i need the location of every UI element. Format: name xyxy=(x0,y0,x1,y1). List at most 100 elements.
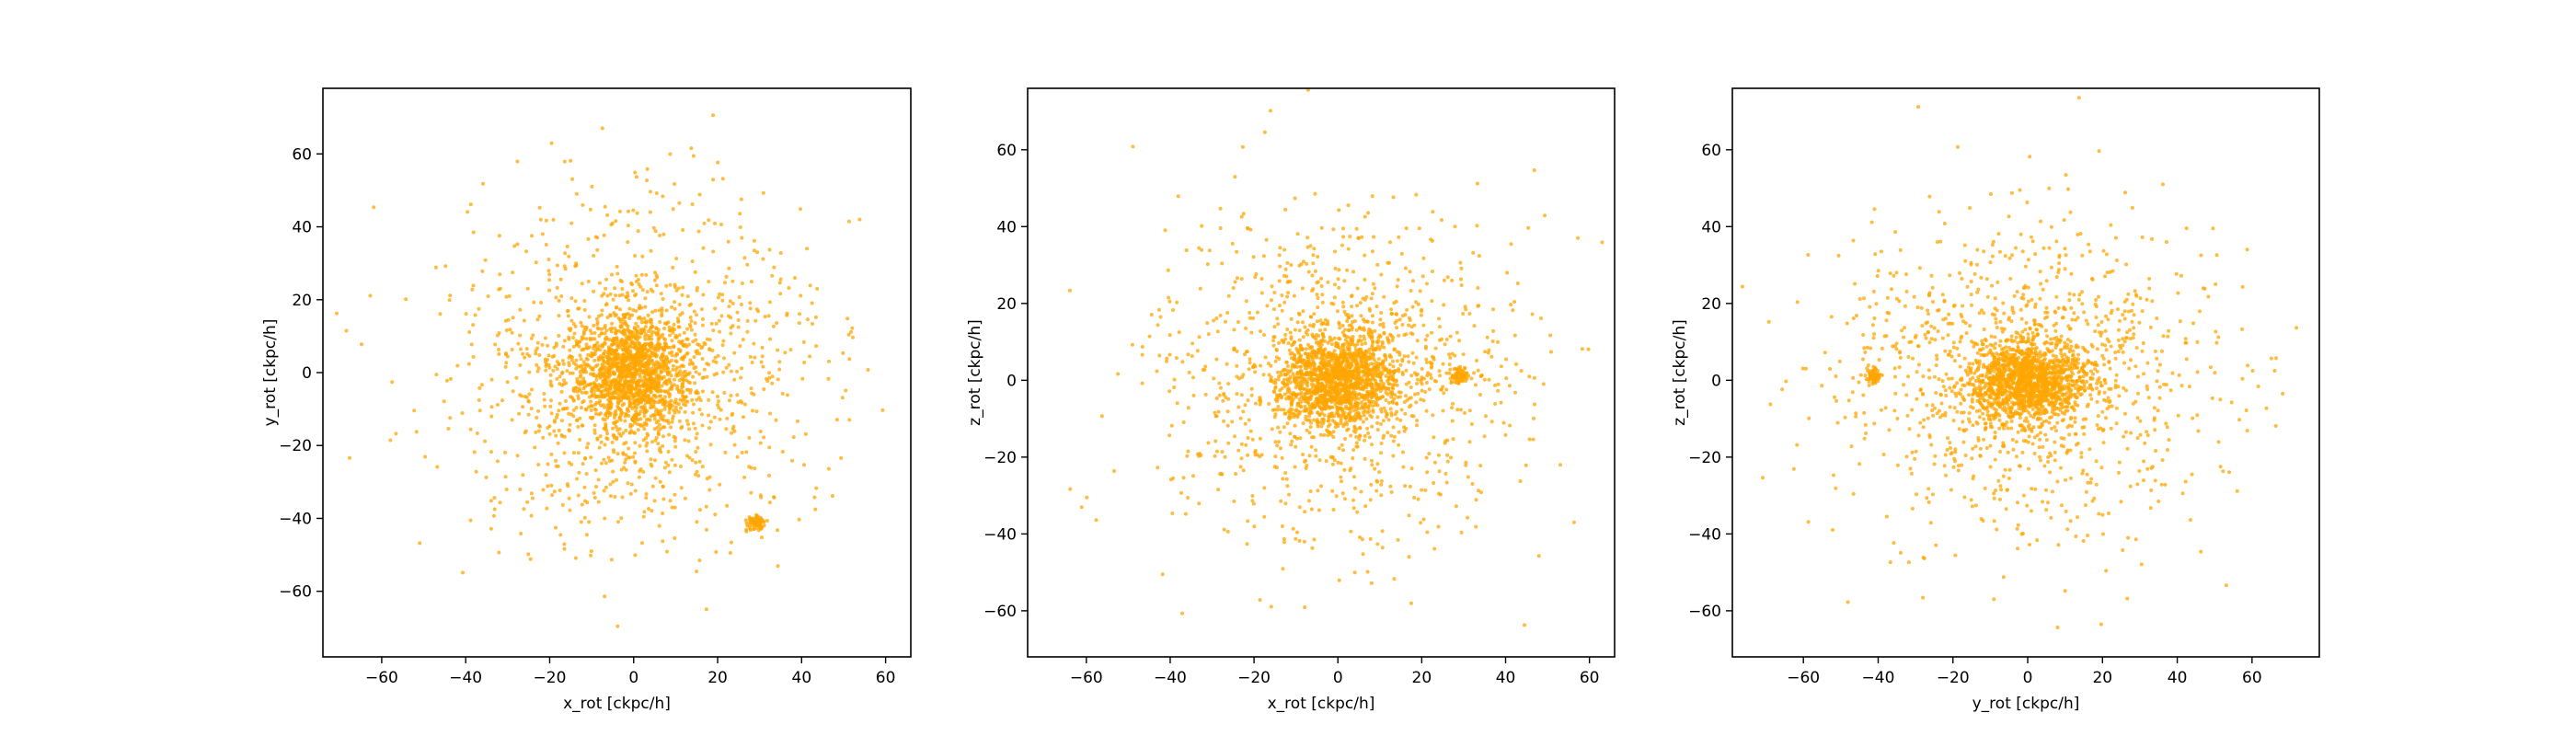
data-point xyxy=(511,270,515,275)
data-point xyxy=(618,278,623,282)
data-point xyxy=(727,266,731,270)
data-point xyxy=(602,292,606,296)
data-point xyxy=(1305,407,1309,411)
data-point xyxy=(629,353,634,358)
data-point xyxy=(1358,382,1363,386)
data-point xyxy=(1378,317,1383,322)
data-point xyxy=(621,451,626,455)
data-point xyxy=(1400,373,1405,376)
data-point xyxy=(497,351,501,356)
data-point xyxy=(529,491,534,496)
data-point xyxy=(1346,407,1351,410)
data-point xyxy=(1171,308,1175,312)
data-point xyxy=(675,352,679,357)
data-point xyxy=(686,439,691,443)
data-point xyxy=(630,333,635,338)
data-point xyxy=(619,390,624,395)
data-point xyxy=(714,550,719,554)
data-point xyxy=(639,328,644,332)
data-point xyxy=(1282,377,1286,382)
data-point xyxy=(1314,454,1318,458)
data-point xyxy=(582,299,587,303)
data-point xyxy=(1518,479,1523,483)
data-point xyxy=(1363,278,1367,282)
data-point xyxy=(569,296,574,301)
data-point xyxy=(776,377,780,382)
data-point xyxy=(1388,484,1393,489)
data-point xyxy=(1304,414,1308,419)
data-point xyxy=(684,378,689,383)
data-point xyxy=(1342,279,1347,283)
data-point xyxy=(547,424,552,429)
data-point xyxy=(731,424,736,429)
data-point xyxy=(1282,425,1286,430)
data-point xyxy=(1549,350,1553,354)
data-point xyxy=(548,382,553,386)
data-point xyxy=(627,455,632,460)
data-point xyxy=(1302,539,1306,544)
data-point xyxy=(671,330,675,335)
data-point xyxy=(1330,489,1335,493)
data-point xyxy=(611,433,615,437)
data-point xyxy=(1580,347,1584,351)
data-point xyxy=(1309,444,1314,449)
data-point xyxy=(676,402,681,407)
data-point xyxy=(1386,382,1391,385)
data-point xyxy=(655,362,660,367)
data-point xyxy=(589,549,593,554)
data-point xyxy=(1397,317,1402,322)
data-point xyxy=(643,332,648,337)
data-point xyxy=(1328,385,1332,389)
data-point xyxy=(747,465,752,469)
data-point xyxy=(593,468,598,473)
data-point xyxy=(606,455,611,460)
data-point xyxy=(1298,436,1303,441)
data-point xyxy=(547,272,552,277)
data-point xyxy=(1350,293,1354,298)
data-point xyxy=(595,362,600,367)
data-point xyxy=(1354,328,1359,332)
data-point xyxy=(710,390,715,395)
data-point xyxy=(616,387,621,392)
data-point xyxy=(1490,339,1495,343)
data-point xyxy=(596,477,601,482)
data-point xyxy=(628,379,633,384)
data-point xyxy=(1404,394,1408,398)
data-point xyxy=(539,301,544,305)
data-point xyxy=(1388,370,1393,374)
data-point xyxy=(594,485,598,489)
data-point xyxy=(707,218,711,223)
data-point xyxy=(1157,353,1162,358)
data-point xyxy=(1482,377,1487,382)
data-point xyxy=(1290,365,1294,369)
data-point xyxy=(1360,342,1364,347)
data-point xyxy=(583,407,588,411)
data-point xyxy=(1248,361,1252,365)
data-point xyxy=(595,340,600,345)
data-point xyxy=(670,386,674,391)
data-point xyxy=(641,469,646,474)
data-point xyxy=(805,247,810,251)
data-point xyxy=(705,337,709,341)
data-point xyxy=(678,313,683,317)
data-point xyxy=(1294,347,1299,351)
data-point xyxy=(678,406,683,410)
data-point xyxy=(1294,395,1298,399)
data-point xyxy=(1391,364,1396,369)
data-point xyxy=(1459,530,1464,535)
data-point xyxy=(761,257,765,261)
data-point xyxy=(567,254,571,259)
data-point xyxy=(1282,300,1287,305)
data-point xyxy=(758,430,763,433)
data-point xyxy=(635,339,639,343)
data-point xyxy=(797,321,801,326)
data-point xyxy=(629,482,634,487)
data-point xyxy=(1319,369,1324,374)
data-point xyxy=(1277,357,1282,361)
data-point xyxy=(1414,400,1419,405)
data-point xyxy=(654,435,659,440)
data-point xyxy=(1368,308,1373,313)
data-point xyxy=(685,294,690,299)
data-point xyxy=(674,372,679,376)
data-point xyxy=(670,505,674,510)
